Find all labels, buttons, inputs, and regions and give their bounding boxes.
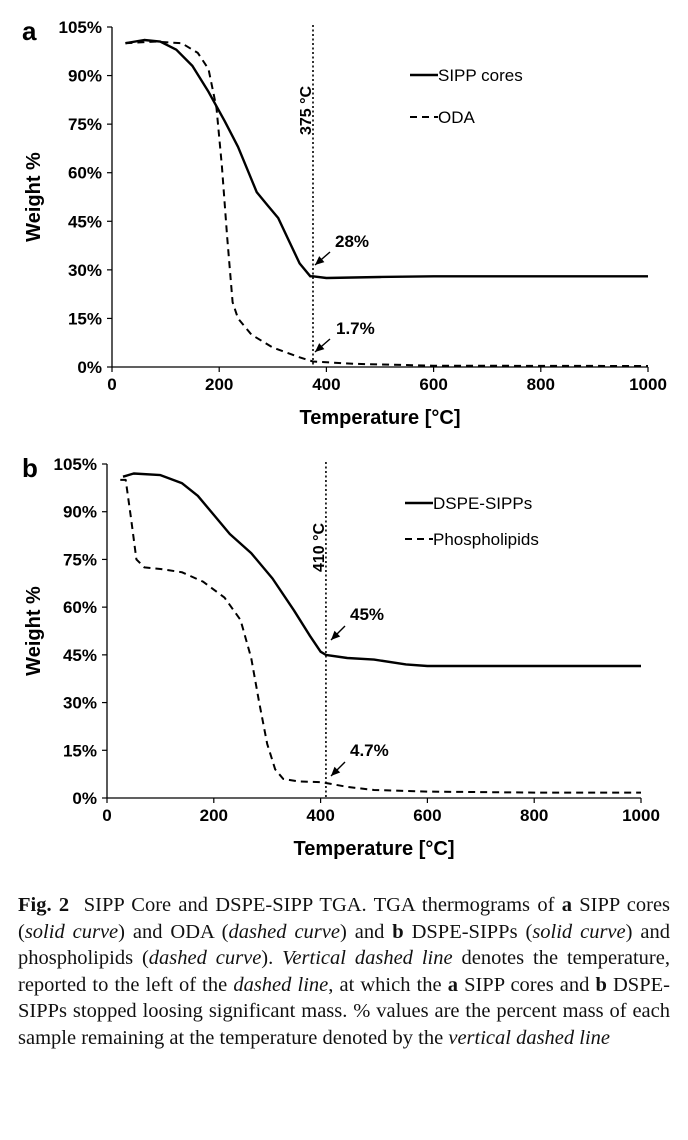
x-tick-label: 200 (200, 806, 228, 825)
annotation-arrowhead (315, 256, 325, 265)
value-annotation: 45% (350, 605, 384, 624)
x-tick-label: 1000 (629, 375, 667, 394)
y-tick-label: 45% (63, 646, 97, 665)
annotation-arrowhead (331, 630, 341, 640)
panel-a: a 0% 15% 30% 45% 60% 75% 90% 105% 0 200 400 600 800 10… (22, 16, 667, 429)
y-tick-label: 90% (63, 503, 97, 522)
y-tick-label: 60% (63, 598, 97, 617)
caption-text: ) and ODA ( (118, 920, 229, 943)
y-tick-label: 30% (68, 261, 102, 280)
y-tick-label: 0% (72, 789, 97, 808)
vertical-marker-label: 410 °C (311, 522, 328, 572)
y-tick-label: 105% (54, 455, 97, 474)
panel-letter: a (22, 16, 37, 46)
caption-text: , at which the (328, 973, 448, 996)
legend: DSPE-SIPPs Phospholipids (405, 494, 539, 549)
x-tick-label: 800 (520, 806, 548, 825)
y-tick-label: 60% (68, 164, 102, 183)
caption-fig-label: Fig. 2 (18, 894, 70, 916)
x-tick-label: 400 (312, 375, 340, 394)
caption-text: SIPP cores ( (18, 894, 671, 943)
caption-text: ). (261, 947, 274, 970)
caption-italic: dashed curve (228, 920, 340, 943)
legend-label: DSPE-SIPPs (433, 494, 532, 513)
y-tick-label: 75% (63, 550, 97, 569)
x-tick-label: 400 (306, 806, 334, 825)
y-tick-label: 75% (68, 115, 102, 134)
y-tick-label: 30% (63, 694, 97, 713)
caption-text: ) and phospholipids ( (18, 920, 670, 970)
caption-italic: vertical dashed line (448, 1026, 611, 1049)
caption-text: SIPP cores and (457, 973, 596, 996)
x-tick-label: 0 (102, 806, 111, 825)
legend-label: Phospholipids (433, 530, 539, 549)
annotation-arrowhead (331, 766, 341, 776)
caption-italic: solid curve (24, 920, 119, 943)
series-line-oda (125, 40, 649, 367)
x-tick-label: 600 (419, 375, 447, 394)
y-axis-title: Weight % (23, 152, 45, 242)
x-axis-title: Temperature [°C] (300, 407, 461, 429)
y-tick-label: 0% (77, 358, 102, 377)
y-tick-label: 15% (68, 309, 102, 328)
caption-text: ) and (339, 920, 385, 943)
series-line-dspe-sipps (122, 472, 641, 668)
caption-panel-a: a (561, 894, 572, 916)
y-axis-title: Weight % (23, 586, 45, 676)
value-annotation: 4.7% (350, 741, 389, 760)
x-tick-label: 600 (413, 806, 441, 825)
x-tick-label: 200 (205, 375, 233, 394)
legend: SIPP cores ODA (410, 66, 523, 127)
caption-italic: dashed curve (148, 947, 262, 970)
caption-text: denotes the temperature, reported to the… (18, 947, 670, 996)
caption-italic: Vertical dashed line (282, 947, 453, 970)
y-tick-label: 90% (68, 67, 102, 86)
value-annotation: 1.7% (336, 319, 375, 338)
y-tick-label: 105% (59, 18, 102, 37)
figure-caption: Fig. 2 SIPP Core and DSPE-SIPP TGA. TGA … (18, 892, 670, 1052)
figure-canvas: a 0% 15% 30% 45% 60% 75% 90% 105% 0 200 400 600 800 10… (22, 16, 667, 860)
caption-panel-a: a (447, 973, 458, 996)
caption-panel-b: b (595, 973, 607, 996)
y-tick-label: 15% (63, 741, 97, 760)
x-axis-title: Temperature [°C] (294, 838, 455, 860)
panel-b: b 0% 15% 30% 45% 60% 75% 90% 105% 0 200 400 600 800 10… (22, 453, 660, 860)
caption-text: DSPE-SIPPs stopped loosing significant m… (18, 973, 670, 1049)
caption-italic: solid curve (532, 920, 626, 943)
legend-label: ODA (438, 108, 476, 127)
x-tick-label: 800 (527, 375, 555, 394)
y-tick-label: 45% (68, 212, 102, 231)
panel-letter: b (22, 453, 38, 483)
caption-text: DSPE-SIPPs ( (403, 920, 533, 943)
annotation-arrowhead (315, 343, 325, 352)
x-tick-label: 0 (107, 375, 116, 394)
value-annotation: 28% (335, 232, 369, 251)
caption-panel-b: b (392, 920, 404, 943)
x-tick-label: 1000 (622, 806, 660, 825)
vertical-marker-label: 375 °C (298, 85, 315, 135)
series-line-sipp-cores (125, 38, 648, 280)
caption-title: SIPP Core and DSPE-SIPP TGA. TGA thermog… (83, 894, 555, 916)
caption-italic: dashed line (233, 973, 329, 996)
legend-label: SIPP cores (438, 66, 523, 85)
